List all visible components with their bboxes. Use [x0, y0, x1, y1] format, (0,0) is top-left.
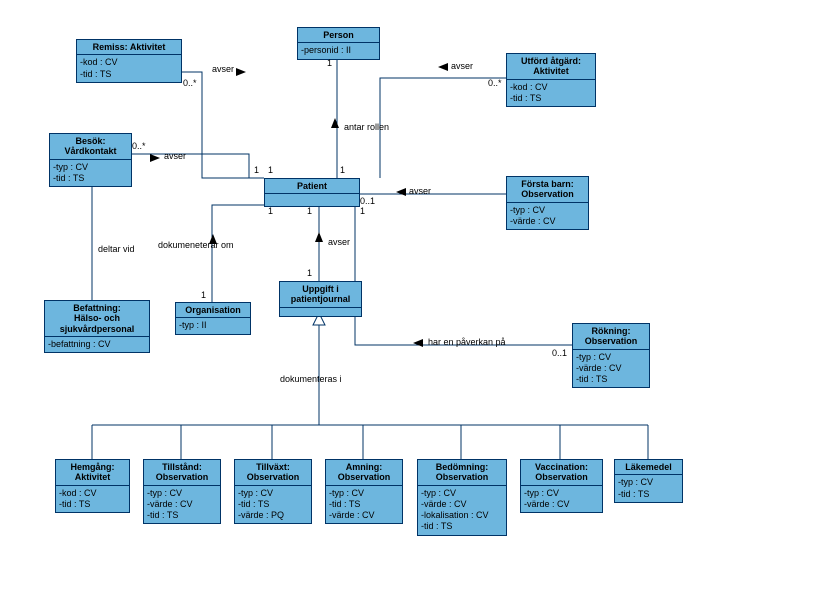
class-uppgift: Uppgift i patientjournal [279, 281, 362, 317]
class-title: Remiss: Aktivitet [77, 40, 181, 55]
class-utford: Utförd åtgärd: Aktivitet -kod : CV -tid … [506, 53, 596, 107]
class-befattning: Befattning: Hälso- och sjukvårdpersonal … [44, 300, 150, 353]
mult-pat-a: 1 [268, 165, 273, 175]
mult-person2: 1 [340, 165, 345, 175]
mult-besok1: 1 [254, 165, 259, 175]
mult-remiss: 0..* [183, 78, 197, 88]
mult-rok: 0..1 [552, 348, 567, 358]
class-patient: Patient [264, 178, 360, 207]
lbl-avserupp: avser [328, 237, 350, 247]
mult-person1: 1 [327, 58, 332, 68]
lbl-doki: dokumenteras i [280, 374, 342, 384]
class-vaccination: Vaccination: Observation -typ : CV -värd… [520, 459, 603, 513]
class-remiss: Remiss: Aktivitet -kod : CV -tid : TS [76, 39, 182, 83]
class-attrs: -kod : CV -tid : TS [77, 55, 181, 82]
lbl-forsta: avser [409, 186, 431, 196]
mult-utford: 0..* [488, 78, 502, 88]
lbl-rok: har en påverkan på [428, 337, 506, 347]
class-amning: Amning: Observation -typ : CV -tid : TS … [325, 459, 403, 524]
lbl-utford: avser [451, 61, 473, 71]
lbl-dokom: dokumeneterar om [158, 240, 234, 250]
mult-forsta: 0..1 [360, 196, 375, 206]
class-bedomning: Bedömning: Observation -typ : CV -värde … [417, 459, 507, 536]
mult-pat-c: 1 [307, 206, 312, 216]
class-tillstand: Tillstånd: Observation -typ : CV -värde … [143, 459, 221, 524]
lbl-antar: antar rollen [344, 122, 389, 132]
mult-org: 1 [201, 290, 206, 300]
class-forsta: Första barn: Observation -typ : CV -värd… [506, 176, 589, 230]
mult-pat-b: 1 [268, 206, 273, 216]
lbl-deltar: deltar vid [98, 244, 135, 254]
class-organisation: Organisation -typ : II [175, 302, 251, 335]
class-rokning: Rökning: Observation -typ : CV -värde : … [572, 323, 650, 388]
class-tillvaxt: Tillväxt: Observation -typ : CV -tid : T… [234, 459, 312, 524]
mult-pat-e: 1 [360, 206, 365, 216]
mult-rok1: 1 [307, 268, 312, 278]
class-person: Person -personid : II [297, 27, 380, 60]
class-besok: Besök: Vårdkontakt -typ : CV -tid : TS [49, 133, 132, 187]
mult-besok: 0..* [132, 141, 146, 151]
class-lakemedel: Läkemedel -typ : CV -tid : TS [614, 459, 683, 503]
lbl-avser1: avser [212, 64, 234, 74]
lbl-besok: avser [164, 151, 186, 161]
class-hemgang: Hemgång: Aktivitet -kod : CV -tid : TS [55, 459, 130, 513]
